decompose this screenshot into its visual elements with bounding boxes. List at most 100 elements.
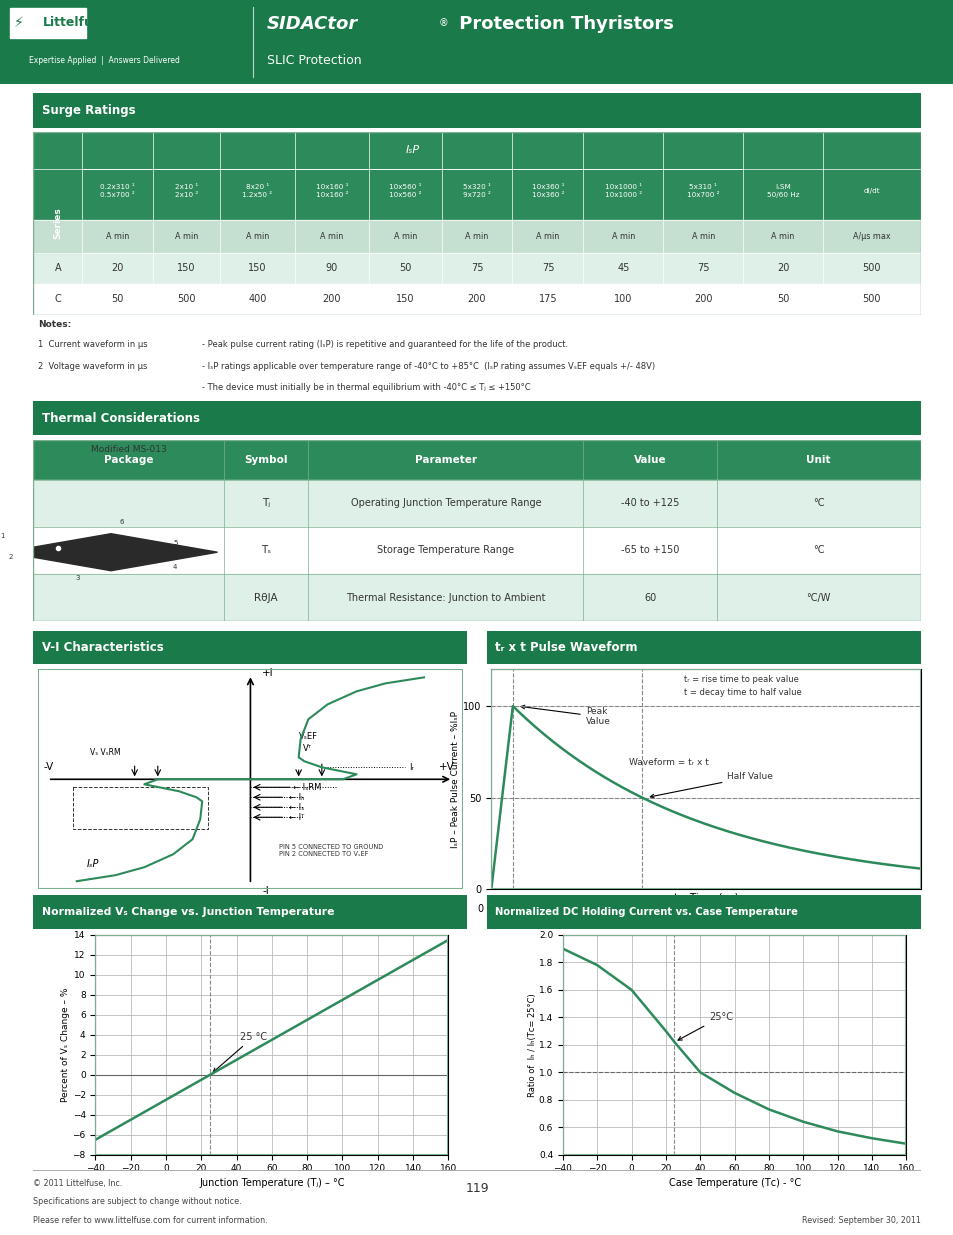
Text: Vₛ VₛRM: Vₛ VₛRM bbox=[91, 748, 121, 757]
Bar bbox=[441, 132, 512, 220]
Bar bbox=[33, 132, 82, 315]
Text: 2: 2 bbox=[9, 555, 13, 561]
Bar bbox=[583, 574, 716, 621]
Text: A min: A min bbox=[771, 232, 794, 241]
Text: Series: Series bbox=[53, 207, 62, 240]
Text: Tⱼ: Tⱼ bbox=[262, 498, 270, 508]
Text: °C: °C bbox=[812, 498, 823, 508]
Bar bbox=[742, 132, 822, 220]
Text: 150: 150 bbox=[177, 263, 195, 273]
Polygon shape bbox=[5, 534, 217, 571]
Bar bbox=[742, 253, 822, 284]
Bar bbox=[224, 479, 308, 527]
Bar bbox=[224, 440, 308, 479]
Bar bbox=[153, 132, 219, 220]
Bar bbox=[82, 220, 153, 253]
Text: Half Value: Half Value bbox=[650, 772, 773, 798]
Text: 10x1000 ¹
10x1000 ²: 10x1000 ¹ 10x1000 ² bbox=[604, 184, 641, 198]
Text: 1  Current waveform in μs: 1 Current waveform in μs bbox=[38, 340, 148, 350]
Text: 400: 400 bbox=[248, 294, 266, 304]
Bar bbox=[33, 253, 82, 284]
Bar bbox=[662, 284, 742, 315]
Text: 5x320 ¹
9x720 ²: 5x320 ¹ 9x720 ² bbox=[462, 184, 491, 198]
Text: Normalized DC Holding Current vs. Case Temperature: Normalized DC Holding Current vs. Case T… bbox=[495, 906, 798, 918]
X-axis label: Case Temperature (Tᴄ) - °C: Case Temperature (Tᴄ) - °C bbox=[668, 1178, 800, 1188]
Text: 75: 75 bbox=[541, 263, 554, 273]
Bar bbox=[308, 440, 583, 479]
Text: tᵣ x t⁤ Pulse Waveform: tᵣ x t⁤ Pulse Waveform bbox=[495, 641, 637, 655]
Bar bbox=[742, 284, 822, 315]
Text: -I: -I bbox=[262, 887, 269, 897]
Bar bbox=[219, 284, 294, 315]
Bar bbox=[583, 527, 716, 574]
Text: Waveform = tᵣ x t⁤: Waveform = tᵣ x t⁤ bbox=[628, 757, 708, 767]
Text: 5x310 ¹
10x700 ²: 5x310 ¹ 10x700 ² bbox=[686, 184, 719, 198]
Text: A min: A min bbox=[465, 232, 488, 241]
Bar bbox=[512, 284, 583, 315]
Bar bbox=[82, 132, 153, 220]
Bar bbox=[33, 479, 224, 527]
Text: 2x10 ¹
2x10 ²: 2x10 ¹ 2x10 ² bbox=[174, 184, 198, 198]
Bar bbox=[33, 284, 82, 315]
Text: 100: 100 bbox=[614, 294, 632, 304]
Bar bbox=[562, 935, 905, 1155]
Text: Peak
Value: Peak Value bbox=[520, 705, 610, 726]
Text: 500: 500 bbox=[862, 294, 881, 304]
Text: SIDACtor: SIDACtor bbox=[267, 15, 358, 32]
Bar bbox=[441, 220, 512, 253]
Bar bbox=[822, 284, 920, 315]
Text: Notes:: Notes: bbox=[38, 320, 71, 330]
Bar bbox=[219, 220, 294, 253]
Text: Value: Value bbox=[633, 454, 665, 464]
Text: Package: Package bbox=[104, 454, 153, 464]
Text: 500: 500 bbox=[177, 294, 195, 304]
Text: 25°C: 25°C bbox=[678, 1011, 732, 1040]
Bar bbox=[742, 220, 822, 253]
Text: V-I Characteristics: V-I Characteristics bbox=[42, 641, 164, 655]
Text: tᵣ = rise time to peak value: tᵣ = rise time to peak value bbox=[684, 676, 799, 684]
Text: +I: +I bbox=[262, 668, 274, 678]
Text: A min: A min bbox=[536, 232, 559, 241]
Text: Modified MS-013: Modified MS-013 bbox=[91, 445, 167, 454]
Text: Parameter: Parameter bbox=[415, 454, 476, 464]
Text: Protection Thyristors: Protection Thyristors bbox=[453, 15, 674, 32]
Bar bbox=[512, 220, 583, 253]
Bar bbox=[716, 479, 920, 527]
Text: A min: A min bbox=[174, 232, 198, 241]
Text: ← Iₛ: ← Iₛ bbox=[289, 803, 304, 811]
X-axis label: Junction Temperature (Tⱼ) – °C: Junction Temperature (Tⱼ) – °C bbox=[199, 1178, 344, 1188]
Bar bbox=[583, 440, 716, 479]
Text: - The device must initially be in thermal equilibrium with -40°C ≤ Tⱼ ≤ +150°C: - The device must initially be in therma… bbox=[202, 383, 530, 391]
Bar bbox=[82, 253, 153, 284]
Text: A min: A min bbox=[106, 232, 130, 241]
Bar bbox=[822, 253, 920, 284]
Text: VₛEF: VₛEF bbox=[298, 732, 317, 741]
Text: 5: 5 bbox=[172, 540, 177, 546]
Text: A min: A min bbox=[320, 232, 343, 241]
Text: 20: 20 bbox=[776, 263, 788, 273]
Text: Thermal Resistance: Junction to Ambient: Thermal Resistance: Junction to Ambient bbox=[346, 593, 545, 603]
Bar bbox=[583, 220, 662, 253]
Text: © 2011 Littelfuse, Inc.: © 2011 Littelfuse, Inc. bbox=[33, 1178, 123, 1188]
Text: -40 to +125: -40 to +125 bbox=[620, 498, 679, 508]
Bar bbox=[95, 935, 448, 1155]
Text: di/dt: di/dt bbox=[862, 188, 880, 194]
Bar bbox=[294, 220, 369, 253]
Bar bbox=[822, 220, 920, 253]
Text: t⁤ = decay time to half value: t⁤ = decay time to half value bbox=[684, 688, 801, 697]
Text: Unit: Unit bbox=[805, 454, 830, 464]
Text: 119: 119 bbox=[465, 1182, 488, 1195]
Text: 6: 6 bbox=[120, 519, 124, 525]
Text: Tₛ: Tₛ bbox=[261, 546, 271, 556]
Text: tᵣ: tᵣ bbox=[509, 904, 516, 914]
Text: +V: +V bbox=[438, 762, 455, 772]
Text: IₛSM
50/60 Hz: IₛSM 50/60 Hz bbox=[766, 184, 799, 198]
Text: 2  Voltage waveform in μs: 2 Voltage waveform in μs bbox=[38, 362, 147, 370]
Text: 4: 4 bbox=[172, 563, 177, 569]
Text: 25 °C: 25 °C bbox=[213, 1031, 267, 1072]
Text: ← Iₕ: ← Iₕ bbox=[289, 793, 304, 802]
Bar bbox=[491, 669, 920, 889]
Y-axis label: Percent of Vₛ Change – %: Percent of Vₛ Change – % bbox=[61, 988, 70, 1102]
Bar bbox=[662, 220, 742, 253]
Bar bbox=[308, 574, 583, 621]
